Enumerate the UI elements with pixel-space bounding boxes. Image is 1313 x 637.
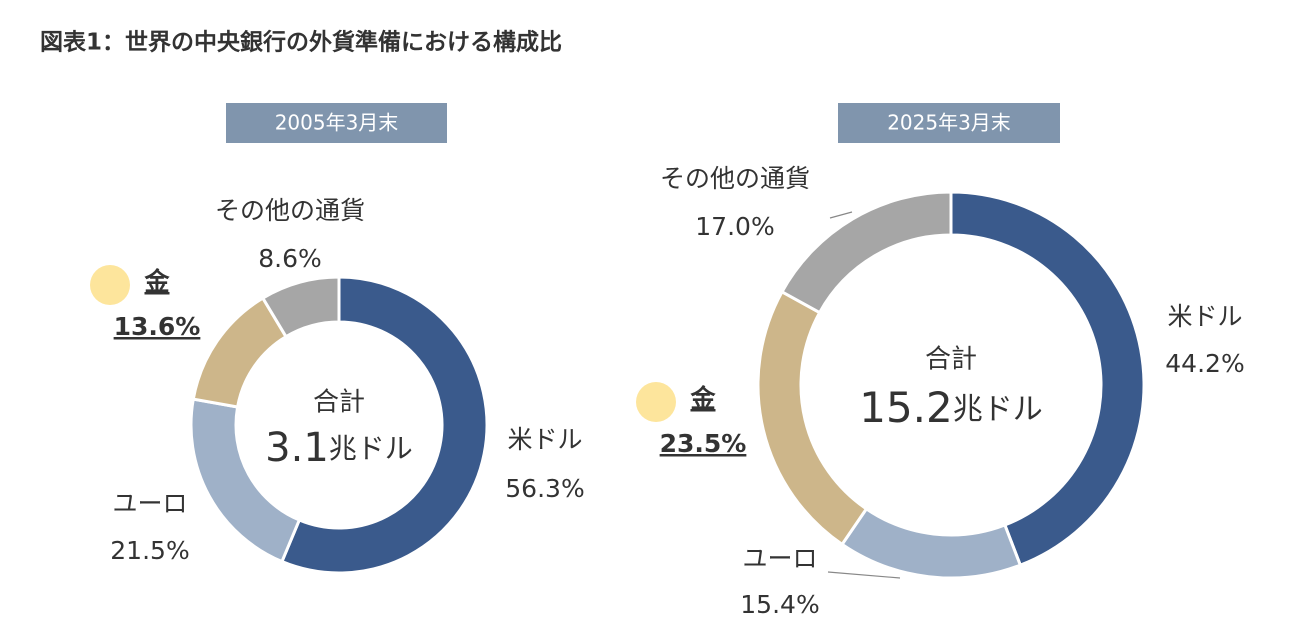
category-label: 金	[143, 267, 170, 296]
value-label: 15.4%	[740, 590, 819, 619]
donut-segment	[949, 190, 1146, 568]
category-label: 米ドル	[507, 425, 582, 454]
value-label: 56.3%	[505, 474, 584, 503]
center-label: 合計	[313, 388, 365, 418]
category-label: その他の通貨	[215, 196, 365, 225]
donut-segment	[756, 289, 869, 547]
center-total: 15.2兆ドル	[859, 383, 1043, 432]
subtitle: 2025年3月末	[887, 111, 1011, 135]
subtitle-box	[838, 103, 1060, 143]
value-label: 21.5%	[110, 536, 189, 565]
donut-segment	[779, 190, 953, 315]
leader-line	[829, 211, 853, 219]
category-label: ユーロ	[742, 544, 817, 573]
page-title: 図表1：世界の中央銀行の外貨準備における構成比	[40, 29, 562, 56]
center-total: 3.1兆ドル	[265, 425, 413, 471]
category-label: その他の通貨	[660, 164, 810, 193]
donut-segment	[260, 275, 341, 339]
subtitle: 2005年3月末	[275, 111, 399, 135]
leader-line	[827, 571, 901, 579]
gold-icon	[636, 382, 676, 422]
value-label: 17.0%	[695, 212, 774, 241]
donut-segment	[840, 506, 1023, 580]
total-unit: 兆ドル	[329, 432, 413, 465]
total-value: 3.1	[265, 425, 329, 471]
category-label: 金	[689, 384, 716, 413]
total-value: 15.2	[859, 383, 953, 432]
donut-segment	[279, 275, 489, 575]
subtitle-box	[226, 103, 447, 143]
value-label: 23.5%	[660, 429, 747, 458]
center-label: 合計	[925, 345, 977, 375]
value-label: 44.2%	[1165, 349, 1244, 378]
gold-icon	[90, 265, 130, 305]
value-label: 8.6%	[258, 244, 322, 273]
donut-segment	[189, 397, 302, 564]
value-label: 13.6%	[114, 312, 201, 341]
category-label: ユーロ	[112, 489, 187, 518]
category-label: 米ドル	[1167, 302, 1242, 331]
total-unit: 兆ドル	[953, 392, 1043, 427]
